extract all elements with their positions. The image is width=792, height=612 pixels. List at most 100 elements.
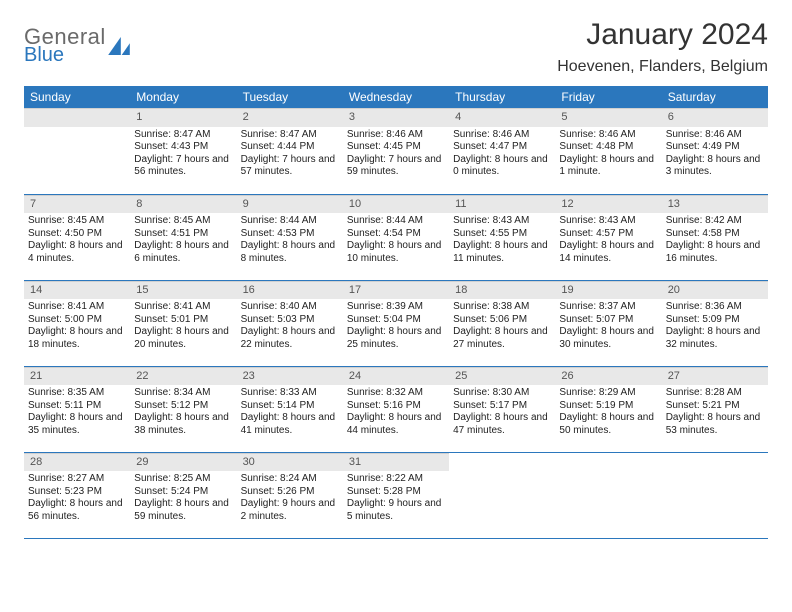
- logo: General Blue: [24, 24, 130, 67]
- calendar-cell: 19Sunrise: 8:37 AMSunset: 5:07 PMDayligh…: [555, 280, 661, 366]
- day-number: 2: [237, 108, 343, 127]
- sunrise-text: Sunrise: 8:38 AM: [453, 301, 551, 314]
- day-details: Sunrise: 8:44 AMSunset: 4:54 PMDaylight:…: [347, 215, 445, 265]
- calendar-cell: 9Sunrise: 8:44 AMSunset: 4:53 PMDaylight…: [237, 194, 343, 280]
- sunset-text: Sunset: 5:17 PM: [453, 400, 551, 413]
- sunset-text: Sunset: 5:06 PM: [453, 314, 551, 327]
- calendar-week: 7Sunrise: 8:45 AMSunset: 4:50 PMDaylight…: [24, 194, 768, 280]
- sunrise-text: Sunrise: 8:34 AM: [134, 387, 232, 400]
- day-details: Sunrise: 8:41 AMSunset: 5:00 PMDaylight:…: [28, 301, 126, 351]
- day-details: Sunrise: 8:46 AMSunset: 4:49 PMDaylight:…: [666, 129, 764, 179]
- day-header: Thursday: [449, 86, 555, 108]
- calendar-cell: 25Sunrise: 8:30 AMSunset: 5:17 PMDayligh…: [449, 366, 555, 452]
- day-number: 30: [237, 453, 343, 472]
- day-details: Sunrise: 8:40 AMSunset: 5:03 PMDaylight:…: [241, 301, 339, 351]
- calendar-cell: 10Sunrise: 8:44 AMSunset: 4:54 PMDayligh…: [343, 194, 449, 280]
- day-details: Sunrise: 8:47 AMSunset: 4:43 PMDaylight:…: [134, 129, 232, 179]
- day-number: 27: [662, 367, 768, 386]
- sunset-text: Sunset: 5:28 PM: [347, 486, 445, 499]
- sunset-text: Sunset: 4:49 PM: [666, 141, 764, 154]
- day-number: 9: [237, 195, 343, 214]
- sunrise-text: Sunrise: 8:33 AM: [241, 387, 339, 400]
- calendar-cell: 13Sunrise: 8:42 AMSunset: 4:58 PMDayligh…: [662, 194, 768, 280]
- day-number: 29: [130, 453, 236, 472]
- logo-triangle-icon: [108, 37, 130, 55]
- day-details: Sunrise: 8:36 AMSunset: 5:09 PMDaylight:…: [666, 301, 764, 351]
- daylight-text: Daylight: 8 hours and 1 minute.: [559, 154, 657, 179]
- sunset-text: Sunset: 4:57 PM: [559, 228, 657, 241]
- day-details: Sunrise: 8:42 AMSunset: 4:58 PMDaylight:…: [666, 215, 764, 265]
- logo-text-block: General Blue: [24, 24, 106, 67]
- day-number: 24: [343, 367, 449, 386]
- sunrise-text: Sunrise: 8:42 AM: [666, 215, 764, 228]
- calendar-week: 28Sunrise: 8:27 AMSunset: 5:23 PMDayligh…: [24, 452, 768, 538]
- daylight-text: Daylight: 8 hours and 59 minutes.: [134, 498, 232, 523]
- calendar-week: 21Sunrise: 8:35 AMSunset: 5:11 PMDayligh…: [24, 366, 768, 452]
- sunset-text: Sunset: 5:03 PM: [241, 314, 339, 327]
- calendar-cell: 20Sunrise: 8:36 AMSunset: 5:09 PMDayligh…: [662, 280, 768, 366]
- calendar-head: SundayMondayTuesdayWednesdayThursdayFrid…: [24, 86, 768, 108]
- sunrise-text: Sunrise: 8:35 AM: [28, 387, 126, 400]
- day-number: 8: [130, 195, 236, 214]
- sunset-text: Sunset: 5:04 PM: [347, 314, 445, 327]
- calendar-cell: [662, 452, 768, 538]
- daylight-text: Daylight: 7 hours and 57 minutes.: [241, 154, 339, 179]
- day-details: Sunrise: 8:27 AMSunset: 5:23 PMDaylight:…: [28, 473, 126, 523]
- calendar-cell: 15Sunrise: 8:41 AMSunset: 5:01 PMDayligh…: [130, 280, 236, 366]
- sunrise-text: Sunrise: 8:43 AM: [453, 215, 551, 228]
- calendar-table: SundayMondayTuesdayWednesdayThursdayFrid…: [24, 86, 768, 539]
- sunrise-text: Sunrise: 8:25 AM: [134, 473, 232, 486]
- calendar-cell: 31Sunrise: 8:22 AMSunset: 5:28 PMDayligh…: [343, 452, 449, 538]
- month-title: January 2024: [557, 18, 768, 52]
- daylight-text: Daylight: 9 hours and 5 minutes.: [347, 498, 445, 523]
- sunrise-text: Sunrise: 8:41 AM: [28, 301, 126, 314]
- daylight-text: Daylight: 8 hours and 44 minutes.: [347, 412, 445, 437]
- daylight-text: Daylight: 8 hours and 47 minutes.: [453, 412, 551, 437]
- day-number: 20: [662, 281, 768, 300]
- sunset-text: Sunset: 5:14 PM: [241, 400, 339, 413]
- sunset-text: Sunset: 4:55 PM: [453, 228, 551, 241]
- day-header: Friday: [555, 86, 661, 108]
- day-number: 23: [237, 367, 343, 386]
- sunset-text: Sunset: 5:24 PM: [134, 486, 232, 499]
- day-number: 5: [555, 108, 661, 127]
- calendar-week: 1Sunrise: 8:47 AMSunset: 4:43 PMDaylight…: [24, 108, 768, 194]
- sunrise-text: Sunrise: 8:44 AM: [241, 215, 339, 228]
- day-number: 25: [449, 367, 555, 386]
- calendar-body: 1Sunrise: 8:47 AMSunset: 4:43 PMDaylight…: [24, 108, 768, 538]
- day-details: Sunrise: 8:35 AMSunset: 5:11 PMDaylight:…: [28, 387, 126, 437]
- calendar-cell: 6Sunrise: 8:46 AMSunset: 4:49 PMDaylight…: [662, 108, 768, 194]
- daylight-text: Daylight: 8 hours and 53 minutes.: [666, 412, 764, 437]
- sunset-text: Sunset: 4:45 PM: [347, 141, 445, 154]
- day-number: 28: [24, 453, 130, 472]
- day-details: Sunrise: 8:46 AMSunset: 4:45 PMDaylight:…: [347, 129, 445, 179]
- sunset-text: Sunset: 4:50 PM: [28, 228, 126, 241]
- sunset-text: Sunset: 5:21 PM: [666, 400, 764, 413]
- sunset-text: Sunset: 4:58 PM: [666, 228, 764, 241]
- day-header-row: SundayMondayTuesdayWednesdayThursdayFrid…: [24, 86, 768, 108]
- day-details: Sunrise: 8:25 AMSunset: 5:24 PMDaylight:…: [134, 473, 232, 523]
- sunrise-text: Sunrise: 8:22 AM: [347, 473, 445, 486]
- sunrise-text: Sunrise: 8:37 AM: [559, 301, 657, 314]
- location-subtitle: Hoevenen, Flanders, Belgium: [557, 58, 768, 76]
- calendar-cell: [449, 452, 555, 538]
- day-details: Sunrise: 8:38 AMSunset: 5:06 PMDaylight:…: [453, 301, 551, 351]
- calendar-cell: 23Sunrise: 8:33 AMSunset: 5:14 PMDayligh…: [237, 366, 343, 452]
- calendar-cell: 26Sunrise: 8:29 AMSunset: 5:19 PMDayligh…: [555, 366, 661, 452]
- day-details: Sunrise: 8:22 AMSunset: 5:28 PMDaylight:…: [347, 473, 445, 523]
- day-details: Sunrise: 8:47 AMSunset: 4:44 PMDaylight:…: [241, 129, 339, 179]
- daylight-text: Daylight: 8 hours and 41 minutes.: [241, 412, 339, 437]
- sunrise-text: Sunrise: 8:45 AM: [134, 215, 232, 228]
- daylight-text: Daylight: 8 hours and 30 minutes.: [559, 326, 657, 351]
- sunset-text: Sunset: 4:53 PM: [241, 228, 339, 241]
- header: General Blue January 2024 Hoevenen, Flan…: [24, 18, 768, 76]
- sunrise-text: Sunrise: 8:29 AM: [559, 387, 657, 400]
- sunrise-text: Sunrise: 8:46 AM: [453, 129, 551, 142]
- day-number: 15: [130, 281, 236, 300]
- calendar-cell: 27Sunrise: 8:28 AMSunset: 5:21 PMDayligh…: [662, 366, 768, 452]
- daylight-text: Daylight: 8 hours and 32 minutes.: [666, 326, 764, 351]
- day-details: Sunrise: 8:39 AMSunset: 5:04 PMDaylight:…: [347, 301, 445, 351]
- sunrise-text: Sunrise: 8:43 AM: [559, 215, 657, 228]
- calendar-cell: 1Sunrise: 8:47 AMSunset: 4:43 PMDaylight…: [130, 108, 236, 194]
- sunset-text: Sunset: 5:26 PM: [241, 486, 339, 499]
